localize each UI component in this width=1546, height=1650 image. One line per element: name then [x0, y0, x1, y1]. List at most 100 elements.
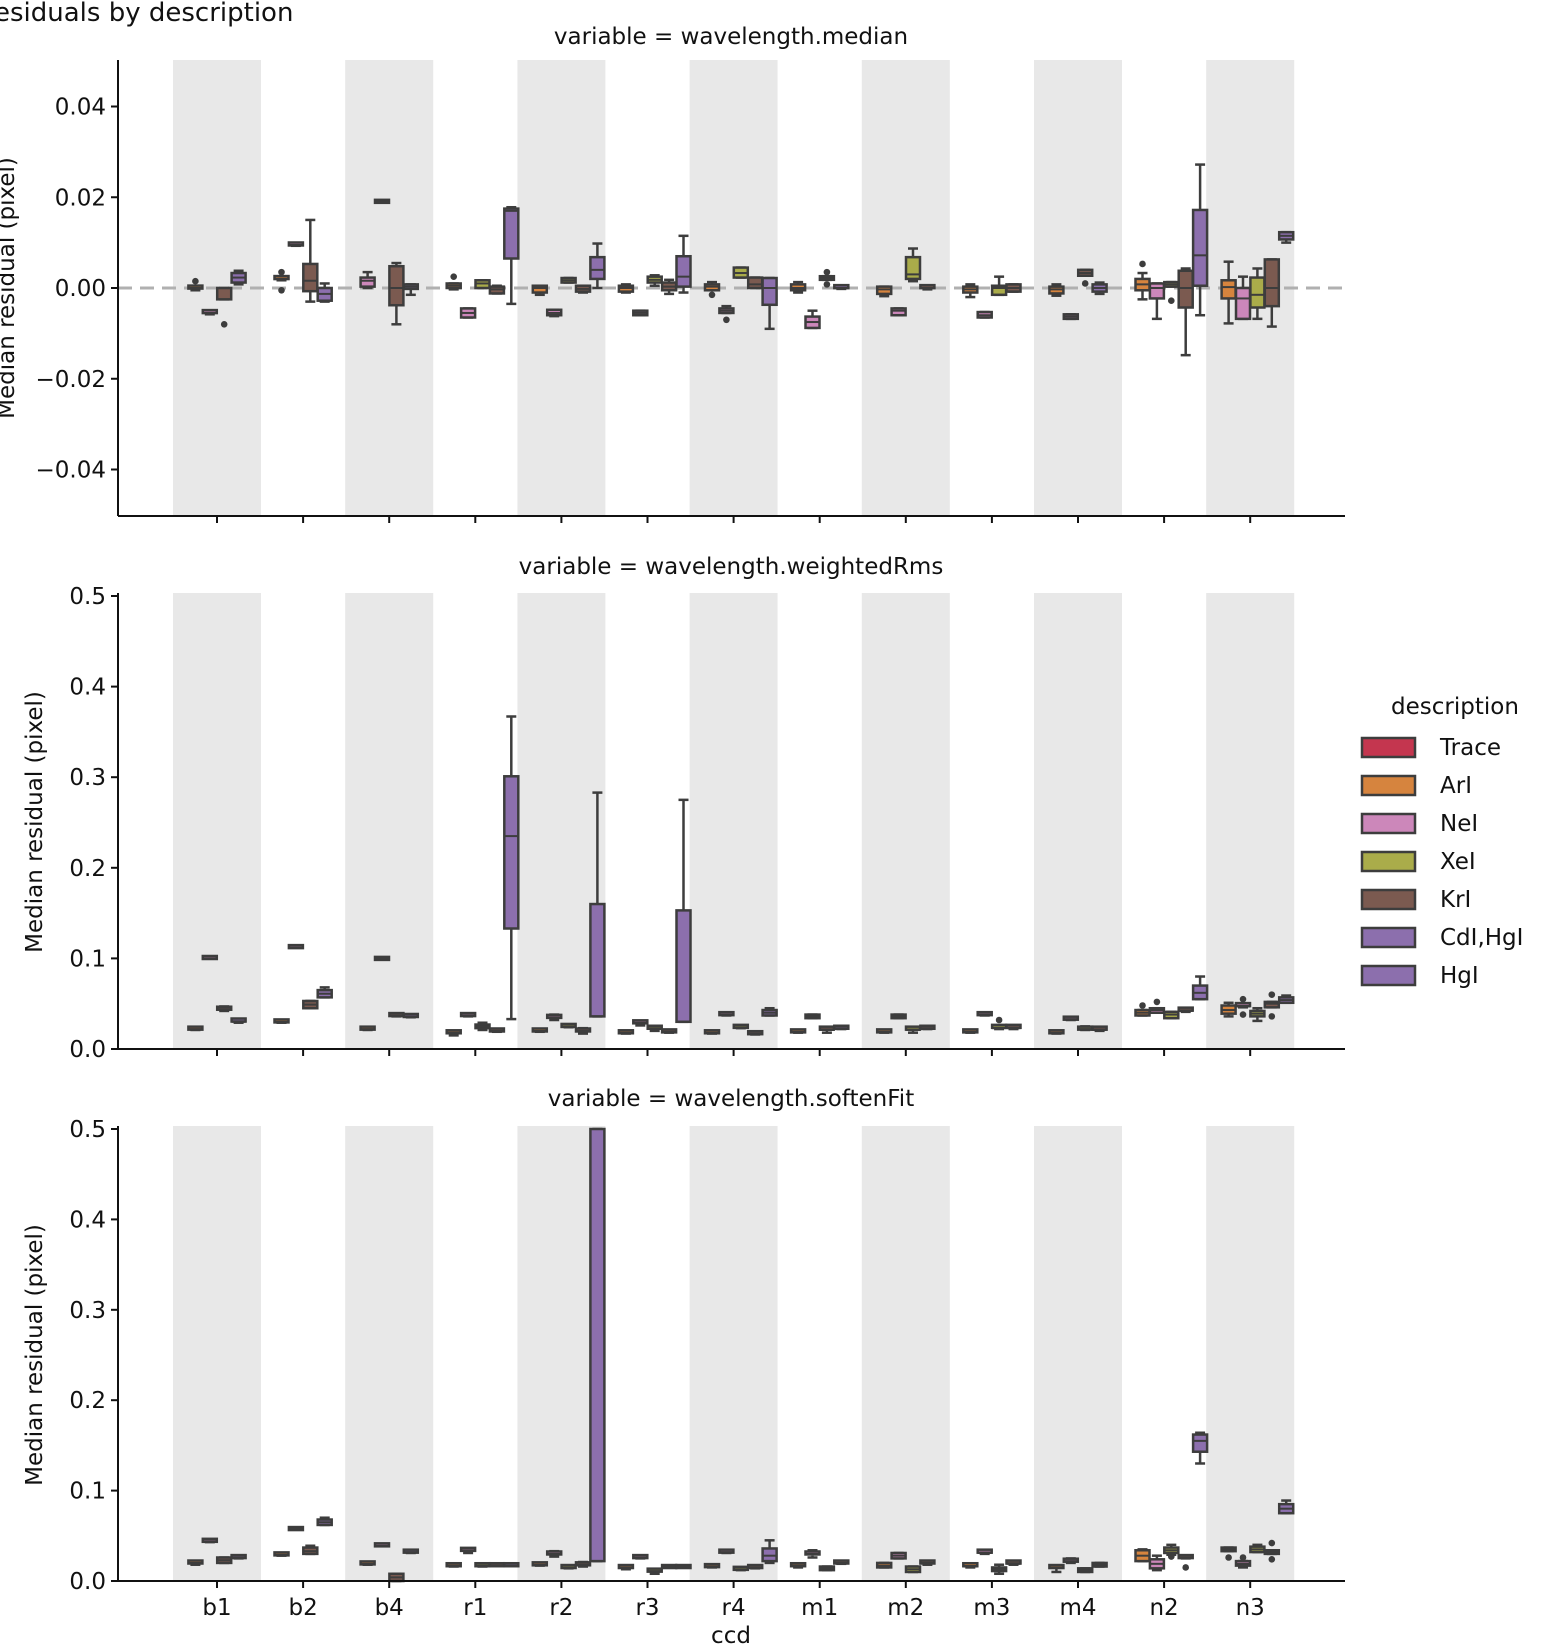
box-r4-HgI — [761, 276, 778, 331]
legend-label: Trace — [1439, 735, 1501, 761]
y-tick-label: 0.1 — [69, 946, 106, 972]
box-r4-KrI — [746, 276, 764, 290]
box-r3-ArI — [617, 1563, 635, 1571]
box-body — [388, 264, 405, 307]
outlier-point — [192, 277, 199, 285]
box-body — [589, 1127, 606, 1563]
outlier-point — [1168, 297, 1175, 305]
outlier-point — [1139, 260, 1146, 268]
box-r3-HgI — [675, 798, 692, 1024]
y-axis-label: Median residual (pixel) — [0, 157, 20, 419]
box-n2-XeI — [1163, 1543, 1180, 1560]
y-tick-label: 0.0 — [69, 1569, 106, 1595]
box-b4-NeI — [373, 1542, 391, 1548]
box-r1-XeI — [474, 1021, 491, 1032]
y-tick-label: 0.02 — [55, 185, 106, 211]
box-m3-ArI — [962, 283, 979, 299]
box-b2-ArI — [273, 1551, 290, 1557]
box-m1-NeI — [804, 1549, 821, 1559]
box-body — [1177, 269, 1194, 309]
outlier-point — [1268, 1013, 1276, 1020]
outlier-point — [1268, 1539, 1276, 1547]
box-m1-HgI — [833, 1024, 850, 1031]
box-m2-ArI — [875, 285, 893, 298]
category-band — [345, 1126, 434, 1581]
box-body — [503, 775, 520, 930]
y-tick-label: 0.0 — [69, 1037, 106, 1063]
box-m4-NeI — [1062, 1557, 1080, 1565]
box-r2-NeI — [545, 1549, 563, 1558]
y-tick-label: 0.3 — [69, 1298, 106, 1324]
box-r1-XeI — [474, 279, 491, 290]
legend-swatch — [1360, 888, 1417, 911]
box-r3-KrI — [660, 1563, 678, 1570]
outlier-point — [278, 286, 285, 294]
box-b1-HgI — [230, 1017, 247, 1024]
x-axis-label: ccd — [711, 1623, 751, 1646]
box-b4-HgI — [402, 1548, 420, 1555]
x-tick-label: m1 — [801, 1595, 838, 1621]
box-r4-HgI — [761, 1539, 778, 1565]
box-m2-NeI — [890, 1551, 907, 1560]
box-r3-HgI — [675, 1563, 692, 1570]
box-m4-XeI — [1076, 1025, 1094, 1032]
box-b4-HgI — [402, 283, 420, 297]
y-axis-label: Median residual (pixel) — [22, 691, 48, 953]
box-r1-NeI — [459, 1011, 477, 1018]
box-b4-ArI — [359, 1025, 376, 1032]
box-b2-NeI — [287, 241, 305, 248]
box-r2-ArI — [531, 1027, 549, 1034]
category-band — [861, 593, 950, 1049]
box-m3-ArI — [962, 1561, 979, 1569]
legend-swatch — [1360, 812, 1417, 835]
box-b1-KrI — [215, 1556, 233, 1565]
box-body — [761, 276, 778, 307]
x-tick-label: r4 — [722, 1595, 746, 1621]
box-n2-NeI — [1148, 1554, 1166, 1572]
box-r4-ArI — [703, 1029, 721, 1035]
box-body — [589, 255, 606, 281]
box-b2-NeI — [287, 1525, 305, 1532]
box-body — [1234, 286, 1252, 321]
box-b2-KrI — [302, 1544, 319, 1556]
box-r4-NeI — [718, 304, 735, 324]
box-b1-ArI — [187, 277, 204, 292]
panel-median: variable = wavelength.median Median resi… — [0, 24, 1345, 523]
box-r3-XeI — [646, 1024, 663, 1033]
outlier-point — [1239, 1011, 1247, 1018]
panel-soften-fit: variable = wavelength.softenFit Median r… — [22, 1086, 1345, 1621]
x-tick-label: n3 — [1236, 1595, 1265, 1621]
y-tick-label: 0.2 — [69, 856, 106, 882]
outlier-point — [1239, 1554, 1247, 1561]
x-tick-label: b2 — [288, 1595, 317, 1621]
box-r2-XeI — [560, 1022, 577, 1029]
outlier-point — [995, 1016, 1003, 1024]
box-b1-HgI — [230, 269, 247, 286]
box-b1-NeI — [201, 308, 219, 316]
box-r2-HgI — [589, 242, 606, 290]
outlier-point — [823, 268, 831, 276]
panel-title: variable = wavelength.median — [554, 24, 908, 50]
x-tick-label: n2 — [1149, 1595, 1178, 1621]
legend-label: NeI — [1440, 811, 1478, 837]
box-m2-KrI — [919, 1559, 936, 1566]
y-tick-label: 0.3 — [69, 765, 106, 791]
box-body — [1191, 1433, 1209, 1453]
box-r1-ArI — [445, 273, 462, 291]
y-tick-label: −0.02 — [36, 367, 106, 393]
box-n3-NeI — [1234, 1554, 1252, 1569]
box-m3-ArI — [962, 1028, 979, 1034]
box-r3-NeI — [632, 1019, 649, 1027]
box-n2-NeI — [1148, 998, 1166, 1015]
box-b4-ArI — [359, 1560, 376, 1566]
box-n3-KrI — [1263, 991, 1281, 1020]
box-r3-XeI — [646, 274, 663, 287]
box-n3-XeI — [1249, 1543, 1266, 1554]
box-r4-XeI — [732, 266, 750, 279]
y-tick-label: 0.5 — [69, 584, 106, 610]
outlier-point — [708, 291, 716, 299]
figure-title: esiduals by description — [0, 0, 293, 28]
box-r2-HgI — [589, 1127, 606, 1563]
box-m2-XeI — [904, 1025, 922, 1034]
